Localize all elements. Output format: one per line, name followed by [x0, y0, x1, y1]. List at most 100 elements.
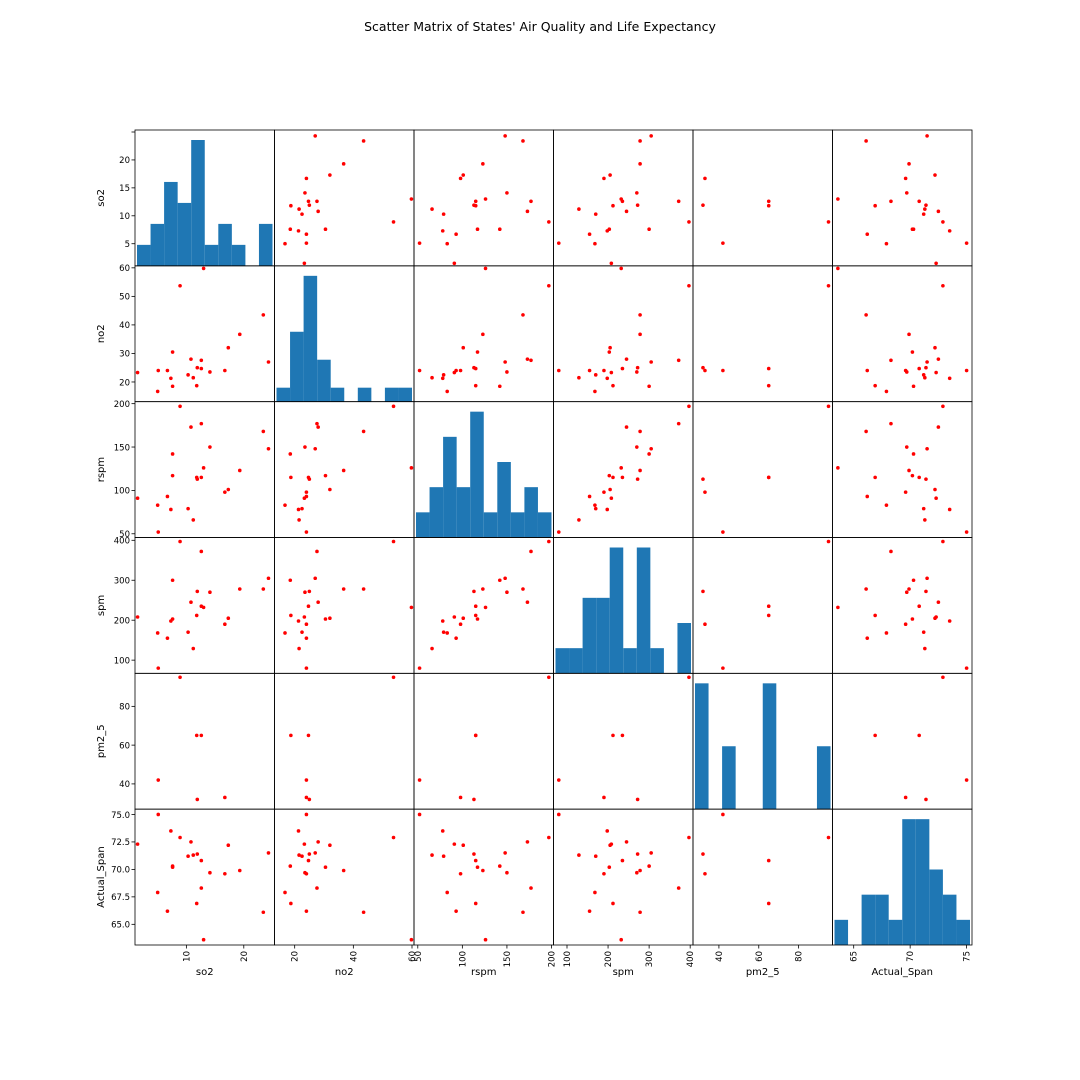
point-Actual_Span-vs-so2 [226, 843, 231, 848]
point-spm-vs-rspm [417, 666, 422, 670]
point-rspm-vs-spm [593, 506, 598, 511]
point-so2-vs-Actual_Span [925, 134, 929, 138]
point-pm2_5-vs-so2 [156, 778, 161, 782]
hist-bar-rspm [524, 487, 538, 538]
hist-bar-so2 [218, 223, 232, 266]
point-rspm-vs-pm2_5 [721, 530, 725, 534]
point-spm-vs-no2 [304, 636, 309, 640]
hist-bar-no2 [290, 331, 304, 402]
point-so2-vs-no2 [288, 227, 293, 231]
subplot-frame-pm2_5-rspm [413, 672, 554, 810]
hist-bar-no2 [317, 359, 331, 402]
point-spm-vs-rspm [441, 630, 446, 634]
point-pm2_5-vs-no2 [304, 795, 309, 800]
point-pm2_5-vs-Actual_Span [903, 795, 908, 800]
subplot-frame-rspm-spm [553, 401, 694, 538]
point-so2-vs-rspm [430, 207, 434, 211]
x-tick-label-no2: 20 [291, 951, 301, 962]
y-axis-label-no2: no2 [96, 324, 107, 343]
point-so2-vs-no2 [303, 191, 307, 195]
point-spm-vs-no2 [289, 613, 293, 618]
point-spm-vs-rspm [481, 587, 485, 591]
point-spm-vs-rspm [503, 576, 507, 581]
hist-bar-pm2_5 [762, 683, 777, 810]
point-so2-vs-rspm [441, 212, 446, 216]
point-rspm-vs-no2 [315, 421, 319, 426]
point-Actual_Span-vs-so2 [223, 871, 227, 876]
point-so2-vs-no2 [296, 229, 301, 233]
point-pm2_5-vs-Actual_Span [941, 675, 945, 680]
point-so2-vs-Actual_Span [917, 199, 921, 204]
point-no2-vs-so2 [170, 350, 175, 354]
point-spm-vs-pm2_5 [721, 666, 725, 670]
point-rspm-vs-pm2_5 [766, 475, 771, 480]
point-so2-vs-Actual_Span [903, 176, 908, 181]
point-no2-vs-spm [620, 366, 625, 371]
point-rspm-vs-Actual_Span [933, 487, 937, 492]
x-tick-label-no2: 40 [349, 951, 359, 962]
x-axis-label-rspm: rspm [471, 967, 496, 978]
point-rspm-vs-Actual_Span [936, 425, 941, 429]
point-rspm-vs-so2 [156, 530, 161, 534]
point-so2-vs-rspm [481, 162, 485, 166]
point-Actual_Span-vs-no2 [304, 812, 309, 817]
point-so2-vs-rspm [475, 227, 480, 231]
hist-bar-rspm [537, 512, 552, 538]
point-rspm-vs-so2 [191, 518, 196, 522]
point-spm-vs-rspm [458, 622, 463, 626]
point-Actual_Span-vs-rspm [525, 840, 530, 844]
point-Actual_Span-vs-spm [647, 864, 651, 868]
point-so2-vs-rspm [445, 241, 450, 246]
point-rspm-vs-spm [607, 473, 612, 478]
point-spm-vs-no2 [304, 622, 309, 626]
point-spm-vs-so2 [195, 589, 200, 594]
subplot-frame-no2-so2 [134, 265, 275, 403]
point-Actual_Span-vs-rspm [505, 870, 509, 875]
point-no2-vs-Actual_Span [911, 384, 916, 389]
hist-bar-rspm [429, 487, 444, 538]
x-axis-label-spm: spm [613, 967, 634, 978]
subplot-frame-spm-so2 [134, 537, 275, 674]
point-so2-vs-spm [676, 199, 681, 204]
point-so2-vs-spm [593, 212, 598, 216]
hist-bar-Actual_Span [915, 819, 930, 945]
point-spm-vs-Actual_Span [864, 587, 868, 591]
point-so2-vs-no2 [341, 162, 346, 166]
point-pm2_5-vs-Actual_Span [917, 733, 921, 738]
point-Actual_Span-vs-so2 [266, 851, 271, 855]
point-no2-vs-rspm [503, 360, 507, 364]
point-spm-vs-no2 [302, 615, 307, 619]
point-spm-vs-no2 [307, 589, 312, 594]
point-rspm-vs-so2 [266, 446, 271, 451]
point-rspm-vs-spm [620, 475, 625, 480]
y-tick-label-spm: 400 [114, 537, 130, 547]
y-tick-label-pm2_5: 60 [119, 741, 130, 751]
point-Actual_Span-vs-rspm [417, 812, 422, 817]
point-Actual_Span-vs-so2 [194, 901, 199, 906]
point-spm-vs-no2 [297, 646, 301, 651]
point-no2-vs-Actual_Span [964, 368, 969, 373]
point-rspm-vs-no2 [341, 468, 346, 473]
point-pm2_5-vs-rspm [473, 733, 478, 738]
point-so2-vs-Actual_Span [921, 212, 926, 216]
hist-bar-rspm [443, 436, 457, 538]
point-so2-vs-rspm [525, 209, 530, 214]
point-so2-vs-Actual_Span [933, 173, 937, 177]
point-no2-vs-spm [609, 370, 614, 375]
point-rspm-vs-so2 [178, 404, 182, 409]
point-spm-vs-Actual_Span [933, 616, 937, 621]
point-no2-vs-so2 [169, 376, 173, 381]
point-Actual_Span-vs-so2 [191, 853, 196, 857]
subplot-frame-rspm-Actual_Span [832, 401, 973, 538]
x-tick-label-spm: 400 [686, 951, 696, 967]
point-spm-vs-Actual_Span [904, 590, 909, 595]
point-spm-vs-rspm [475, 617, 480, 621]
x-tick-label-spm: 200 [604, 951, 614, 967]
point-spm-vs-Actual_Span [907, 587, 911, 591]
point-Actual_Span-vs-rspm [452, 842, 457, 846]
y-tick-label-Actual_Span: 75.0 [111, 811, 130, 821]
point-rspm-vs-so2 [201, 466, 206, 470]
point-pm2_5-vs-Actual_Span [873, 733, 877, 738]
point-no2-vs-rspm [473, 366, 478, 371]
point-no2-vs-rspm [505, 370, 509, 374]
